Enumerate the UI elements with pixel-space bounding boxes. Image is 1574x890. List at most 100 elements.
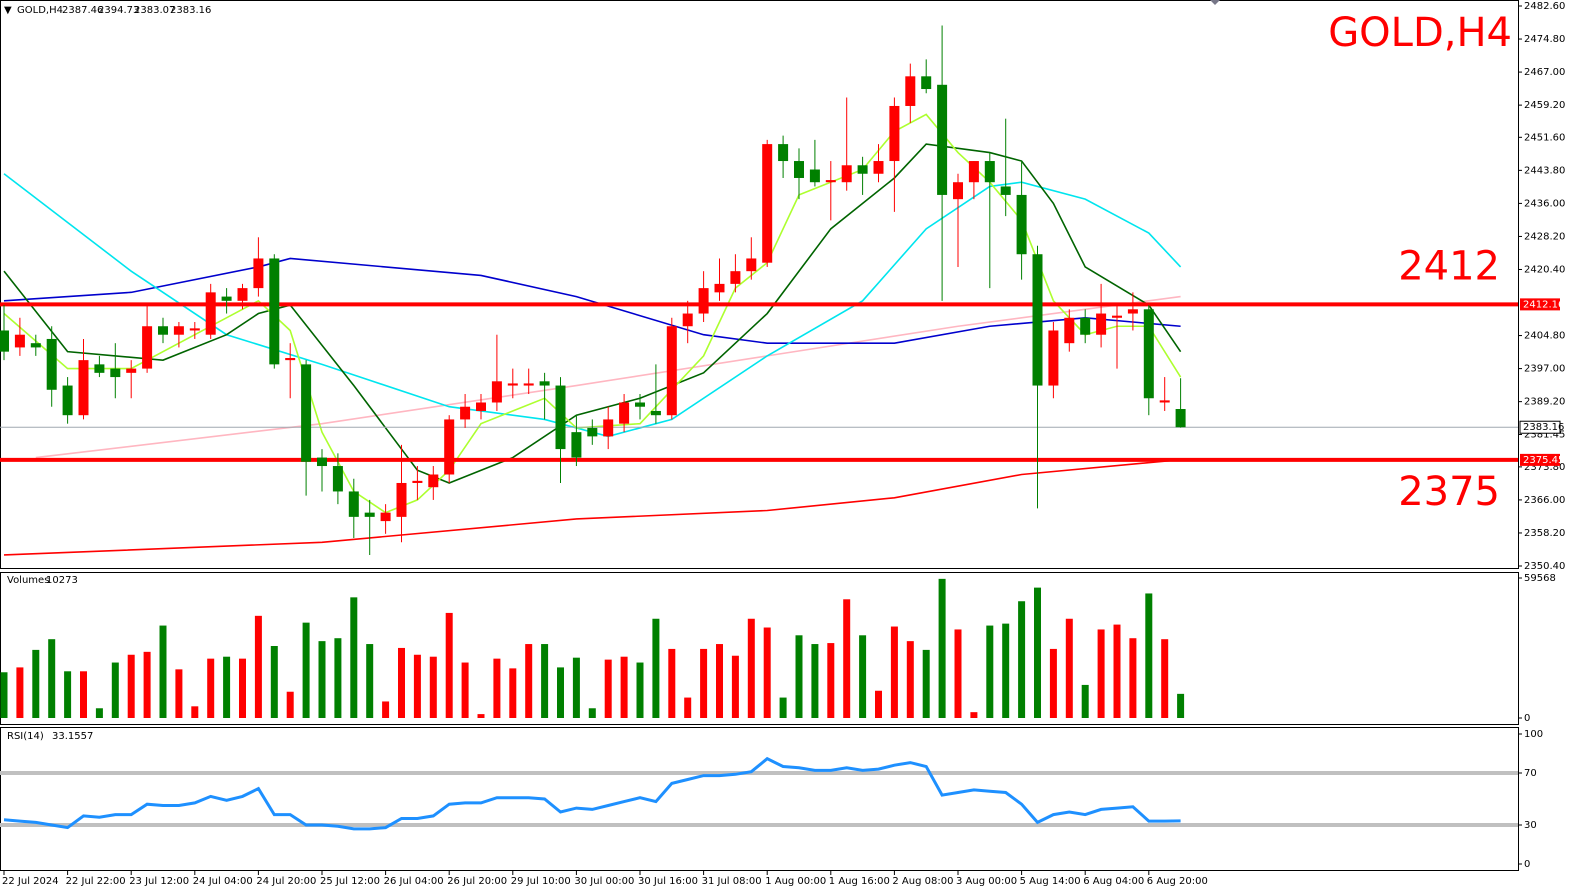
- candle-body: [603, 419, 614, 437]
- volume-bar: [668, 648, 676, 718]
- volume-bar: [1097, 629, 1105, 718]
- candle-body: [794, 161, 804, 178]
- volume-bar: [254, 615, 262, 718]
- volume-bar: [954, 629, 962, 718]
- moving-average: [3, 458, 1181, 556]
- y-tick-label: 2482.60: [1524, 1, 1565, 12]
- volume-bar: [509, 668, 517, 718]
- candle-body: [364, 512, 375, 517]
- candle-body: [301, 364, 312, 462]
- y-tick-label: 2436.00: [1524, 198, 1565, 209]
- volume-bar: [80, 671, 87, 718]
- volume-bar: [859, 635, 867, 718]
- volume-bar: [111, 662, 119, 718]
- x-tick-label: 1 Aug 00:00: [765, 876, 826, 887]
- candle-body: [237, 288, 248, 301]
- volume-bar: [986, 625, 994, 718]
- candle-body: [332, 466, 343, 492]
- y-tick-label: 2443.80: [1524, 165, 1565, 176]
- volume-label: Volumes: [7, 575, 49, 586]
- candle-body: [523, 383, 534, 386]
- x-tick-label: 30 Jul 00:00: [574, 876, 634, 887]
- volume-bar: [525, 644, 533, 718]
- volume-bar: [1161, 639, 1169, 718]
- x-tick-label: 22 Jul 22:00: [66, 876, 126, 887]
- candle-body: [1127, 309, 1138, 314]
- candle-body: [953, 182, 963, 200]
- volume-bar: [398, 647, 405, 718]
- y-tick-label: 2451.60: [1524, 132, 1565, 143]
- volume-bar: [763, 627, 771, 718]
- level-annotation: 2412: [1398, 243, 1500, 289]
- volume-bar: [429, 656, 437, 718]
- volume-bar: [572, 657, 580, 718]
- candle-body: [1064, 317, 1075, 344]
- price-pane: [0, 0, 1519, 569]
- candle-body: [126, 368, 137, 373]
- volume-bar: [1081, 684, 1089, 718]
- header-symbol: GOLD,H4: [17, 5, 63, 16]
- x-tick-label: 6 Aug 04:00: [1083, 876, 1144, 887]
- x-tick-label: 5 Aug 14:00: [1020, 876, 1081, 887]
- candle-body: [62, 385, 73, 416]
- candle-body: [873, 161, 884, 174]
- level-label: 2412.16: [1523, 299, 1564, 310]
- volume-bar: [779, 697, 787, 718]
- volume-bar: [970, 712, 978, 718]
- candle-body: [444, 419, 455, 475]
- volume-value: 10273: [46, 575, 78, 586]
- volume-bar: [382, 701, 390, 718]
- candle-body: [158, 326, 168, 335]
- volume-bar: [731, 655, 739, 718]
- rsi-line: [3, 756, 1181, 831]
- volume-tick-label: 59568: [1524, 573, 1556, 584]
- volume-bar: [223, 656, 231, 718]
- volume-bar: [48, 639, 56, 718]
- volume-bar: [175, 669, 183, 718]
- x-tick-label: 26 Jul 20:00: [447, 876, 507, 887]
- y-tick-label: 2420.40: [1524, 264, 1565, 275]
- volume-bar: [922, 649, 930, 718]
- y-tick-label: 2397.00: [1524, 364, 1565, 375]
- scroll-marker: [1210, 0, 1220, 5]
- y-tick-label: 2467.00: [1524, 67, 1565, 78]
- volume-bar: [875, 690, 882, 718]
- volume-bar: [747, 618, 755, 718]
- candle-body: [476, 402, 486, 411]
- y-tick-label: 2366.00: [1524, 495, 1565, 506]
- x-tick-label: 6 Aug 20:00: [1147, 876, 1208, 887]
- volume-bar: [906, 641, 914, 718]
- candle-body: [428, 474, 439, 488]
- candle-body: [841, 165, 852, 183]
- candle-body: [269, 258, 280, 365]
- candle-body: [46, 338, 57, 390]
- volume-bar: [302, 622, 310, 718]
- candle-body: [968, 161, 979, 183]
- x-tick-label: 3 Aug 00:00: [956, 876, 1017, 887]
- candle-body: [984, 161, 995, 183]
- level-annotation: 2375: [1398, 469, 1500, 515]
- candle-body: [380, 512, 391, 522]
- volume-bar: [1049, 648, 1057, 718]
- volume-bar: [1018, 601, 1026, 718]
- volume-bar: [1002, 623, 1010, 718]
- candle-body: [253, 258, 264, 289]
- volume-bar: [700, 648, 708, 718]
- volume-bar: [95, 708, 103, 718]
- candle-body: [412, 480, 423, 483]
- y-tick-label: 2373.80: [1524, 462, 1565, 473]
- rsi-tick-label: 70: [1524, 768, 1537, 779]
- candle-body: [937, 84, 948, 195]
- volume-bar: [143, 651, 151, 718]
- volume-bar: [413, 654, 421, 718]
- volume-bar: [127, 654, 135, 718]
- volume-bar: [64, 671, 72, 718]
- candle-body: [1080, 317, 1091, 335]
- menu-arrow[interactable]: ▼: [4, 5, 12, 16]
- y-tick-label: 2350.40: [1524, 561, 1565, 572]
- candle-body: [571, 432, 582, 458]
- volume-bar: [366, 644, 374, 718]
- candle-body: [1032, 254, 1043, 386]
